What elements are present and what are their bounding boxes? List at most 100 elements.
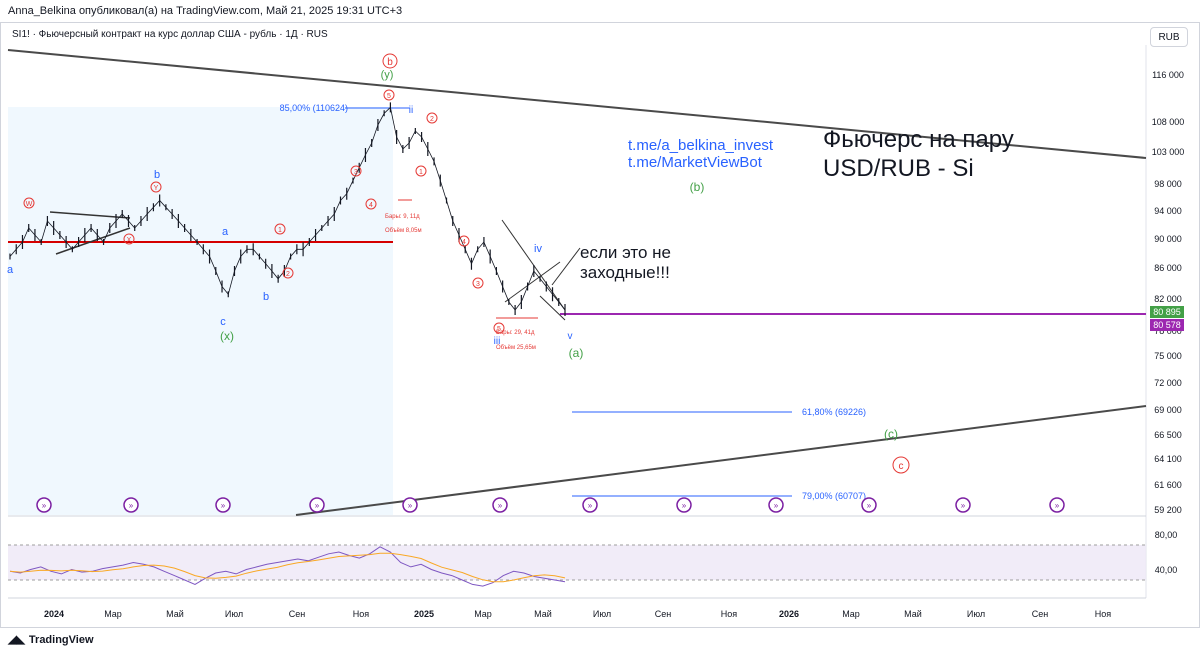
- wave-x-green: (x): [220, 329, 234, 343]
- x-tick-label: Июл: [593, 609, 611, 619]
- event-marker-glyph: »: [588, 501, 593, 510]
- event-marker-icon[interactable]: [676, 497, 692, 513]
- rsi-line: [9, 546, 566, 587]
- x-tick-label: Май: [534, 609, 552, 619]
- x-tick-label: Мар: [474, 609, 492, 619]
- event-marker-icon[interactable]: [215, 497, 231, 513]
- event-marker-glyph: »: [221, 501, 226, 510]
- event-marker-icon[interactable]: [309, 497, 325, 513]
- wave-iv: iv: [534, 243, 542, 255]
- event-marker-icon[interactable]: [955, 497, 971, 513]
- event-marker-glyph: »: [498, 501, 503, 510]
- event-marker-glyph: »: [1055, 501, 1060, 510]
- x-tick-label: Ноя: [721, 609, 738, 619]
- chart-title-line1: Фьючерс на пару: [823, 126, 1014, 153]
- y-tick-label: 69 000: [1154, 405, 1182, 415]
- x-axis-ticks: 2024 Мар Май Июл Сен Ноя 2025 Мар Май Июл Сен Ноя 20…: [44, 609, 1111, 619]
- price-series-group: [9, 102, 566, 316]
- price-tag-level: [1150, 319, 1184, 331]
- x-tick-label: 2024: [44, 609, 64, 619]
- wave-c-green: (c): [884, 427, 898, 441]
- wave-x-small: X: [127, 237, 132, 244]
- wave-v: v: [568, 331, 573, 342]
- x-tick-label: Май: [166, 609, 184, 619]
- fib-label-79: 79,00% (60707): [802, 491, 866, 501]
- wave-a-left: a: [7, 264, 14, 276]
- wave-b-left: b: [154, 169, 160, 181]
- event-marker-icon[interactable]: [582, 497, 598, 513]
- event-marker-glyph: »: [129, 501, 134, 510]
- rsi-band: [8, 545, 1146, 580]
- rsi-axis-ticks: 80,00 40,00: [1155, 530, 1178, 575]
- question-line1: если это не: [580, 243, 671, 262]
- chart-title-line2: USD/RUB - Si: [823, 155, 974, 182]
- y-tick-label: 82 000: [1154, 294, 1182, 304]
- y-tick-label: 98 000: [1154, 179, 1182, 189]
- y-tick-label: 94 000: [1154, 206, 1182, 216]
- event-marker-icon[interactable]: [768, 497, 784, 513]
- x-tick-label: Сен: [289, 609, 306, 619]
- fib-label-618: 61,80% (69226): [802, 407, 866, 417]
- x-tick-label: Мар: [104, 609, 122, 619]
- event-marker-icon[interactable]: [492, 497, 508, 513]
- bars-label-1: Бары: 9, 11д: [385, 214, 420, 220]
- y-tick-label: 116 000: [1152, 70, 1184, 80]
- x-tick-label: Мар: [842, 609, 860, 619]
- wave-y-top: (y): [381, 69, 394, 81]
- x-tick-label: 2025: [414, 609, 434, 619]
- wave-b-green: (b): [690, 180, 705, 194]
- svg-text:3: 3: [354, 169, 358, 176]
- wave-a-green: (a): [569, 346, 584, 360]
- wave-b-mid: b: [263, 291, 269, 303]
- svg-text:4: 4: [462, 239, 466, 246]
- event-marker-icon[interactable]: [36, 497, 52, 513]
- svg-text:2: 2: [430, 116, 434, 123]
- x-tick-label: Июл: [225, 609, 243, 619]
- event-marker-icon[interactable]: [123, 497, 139, 513]
- rsi-ma-line: [9, 552, 566, 583]
- svg-text:2: 2: [286, 271, 290, 278]
- svg-text:5: 5: [497, 326, 501, 333]
- y-tick-label: 59 200: [1154, 505, 1182, 515]
- y-tick-label: 75 000: [1154, 351, 1182, 361]
- y-tick-label: 61 600: [1154, 480, 1182, 490]
- x-tick-label: Сен: [655, 609, 672, 619]
- wave-c-red: c: [899, 461, 904, 472]
- rsi-tick-label: 40,00: [1155, 565, 1178, 575]
- y-tick-label: 86 000: [1154, 263, 1182, 273]
- wave-c-mid: c: [220, 316, 226, 328]
- event-markers[interactable]: » » » » » » » » » » » »: [36, 497, 1065, 513]
- tradingview-logo-icon: ◢◣: [8, 634, 25, 646]
- svg-text:5: 5: [387, 93, 391, 100]
- upper-trendline[interactable]: [7, 49, 1147, 159]
- svg-text:3: 3: [476, 281, 480, 288]
- event-marker-icon[interactable]: [402, 497, 418, 513]
- lower-trendline[interactable]: [295, 405, 1147, 516]
- event-marker-icon[interactable]: [1049, 497, 1065, 513]
- price-tag-last-text: 80 895: [1153, 307, 1181, 317]
- tradingview-logo[interactable]: ◢◣ TradingView: [8, 633, 94, 647]
- y-tick-label: 90 000: [1154, 234, 1182, 244]
- event-marker-glyph: »: [42, 501, 47, 510]
- question-line2: заходные!!!: [580, 263, 670, 282]
- bot-link[interactable]: t.me/MarketViewBot: [628, 154, 763, 171]
- x-tick-label: Ноя: [353, 609, 370, 619]
- event-marker-glyph: »: [408, 501, 413, 510]
- symbol-title[interactable]: SI1! · Фьючерсный контракт на курс долла…: [12, 29, 328, 40]
- currency-button[interactable]: RUB: [1150, 27, 1188, 47]
- rsi-series-group: [9, 546, 566, 587]
- svg-text:1: 1: [278, 227, 282, 234]
- y-tick-label: 72 000: [1154, 378, 1182, 388]
- rsi-tick-label: 80,00: [1155, 530, 1178, 540]
- event-marker-glyph: »: [961, 501, 966, 510]
- event-marker-glyph: »: [315, 501, 320, 510]
- numbered-circles: [274, 89, 505, 334]
- x-tick-label: Сен: [1032, 609, 1049, 619]
- x-tick-label: Июл: [967, 609, 985, 619]
- channel-link[interactable]: t.me/a_belkina_invest: [628, 137, 774, 154]
- y-axis-ticks: 116 000 108 000 103 000 98 000 94 000 90 000 8…: [1152, 70, 1185, 515]
- event-marker-icon[interactable]: [861, 497, 877, 513]
- wave-b-circle: [382, 53, 398, 69]
- price-line: [9, 106, 566, 311]
